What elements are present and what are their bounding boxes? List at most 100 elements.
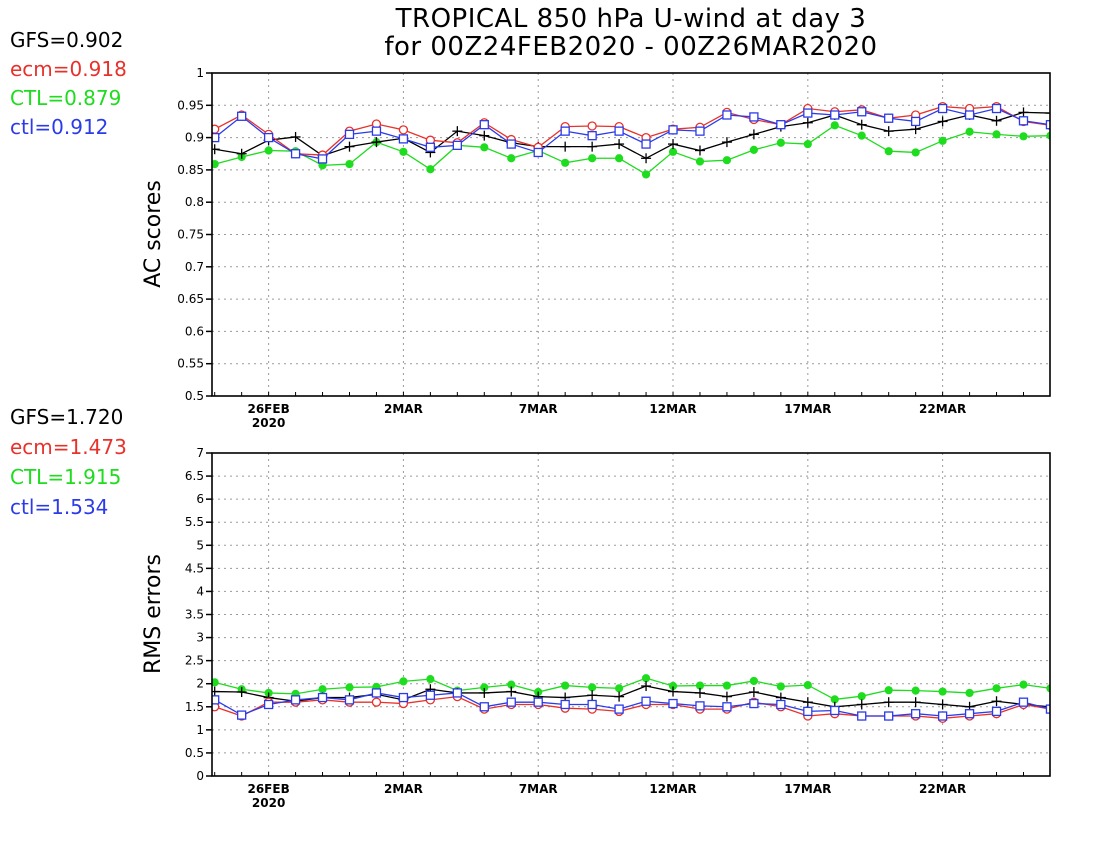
panel2-series-ctl-lower-point xyxy=(1018,697,1029,707)
panel2-series-ctl-upper-point xyxy=(426,675,435,684)
panel1-series-ctl-lower-point xyxy=(830,110,840,120)
panel2-ytick-label: 6.5 xyxy=(185,469,204,483)
panel2-series-ctl-lower-point xyxy=(479,702,489,712)
panel2-series-ctl-lower-point xyxy=(398,692,409,703)
panel1-frame xyxy=(211,72,1051,397)
panel1-series-gfs-point xyxy=(883,126,894,137)
panel2-xtick-label: 12MAR xyxy=(649,782,696,796)
panel1-series-ctl-lower-point xyxy=(587,131,597,141)
panel1-series-gfs-point xyxy=(587,141,598,152)
panel2-ytick-label: 4 xyxy=(196,584,204,598)
panel1-series-ctl-lower-point xyxy=(1045,120,1050,130)
panel1-plot: 0.5 0.55 0.6 0.65 0.7 0.75 0.8 0.85 0.9 0.95 1 26FE… xyxy=(141,66,1051,430)
panel1-series-gfs-point xyxy=(236,148,247,159)
panel2-xtick-sublabel: 2020 xyxy=(252,796,285,810)
panel2-series-gfs-point xyxy=(748,687,759,698)
panel1-series-ctl-lower-point xyxy=(263,132,274,143)
panel1-series-ctl-upper-point xyxy=(992,130,1001,139)
panel1-series-gfs-point xyxy=(452,126,463,137)
panel1-series-ctl-upper-point xyxy=(668,147,678,156)
panel2-series-gfs-point xyxy=(668,686,679,697)
panel1-series-ctl-lower-point xyxy=(398,134,409,144)
panel2-series-ctl-lower-point xyxy=(263,699,274,710)
panel2-series-ctl-lower-point xyxy=(452,688,462,698)
panel2-series-ctl-lower-point xyxy=(371,688,382,698)
panel1-series-ctl-lower-point xyxy=(344,129,355,140)
panel1-series-ctl-lower-point xyxy=(668,125,678,135)
panel1-ytick-label: 0.5 xyxy=(185,389,204,403)
panel2-series-ctl-upper-point xyxy=(318,685,327,694)
panel1-series-gfs-point xyxy=(937,116,948,127)
panel1-series-ctl-upper-point xyxy=(588,154,597,163)
panel2-series-ctl-upper-point xyxy=(992,684,1001,693)
panel2-ytick-label: 3 xyxy=(196,631,204,645)
panel1-ytick-label: 0.7 xyxy=(185,260,204,274)
panel2-series-ctl-upper-point xyxy=(722,681,732,690)
panel1-series-gfs-point xyxy=(748,129,759,140)
panel2-series-ctl-lower-point xyxy=(587,699,597,710)
panel1-series-gfs-line xyxy=(214,111,1050,160)
panel1-series-ctl-lower-point xyxy=(884,113,894,123)
panel2-series-gfs-point xyxy=(937,699,948,710)
panel2-series-gfs-point xyxy=(236,687,247,698)
panel2-ylabel: RMS errors xyxy=(141,554,166,674)
stat-ctl-upper-ac: CTL=0.879 xyxy=(10,86,122,110)
panel1-series-ctl-lower-point xyxy=(560,126,570,136)
panel1-series-ctl-lower-point xyxy=(964,110,975,120)
panel1-series-ctl-lower-point xyxy=(776,120,786,130)
panel1-series-gfs-point xyxy=(614,139,625,150)
chart-title-line-1: TROPICAL 850 hPa U-wind at day 3 xyxy=(395,4,867,34)
panel2-series-gfs-point xyxy=(856,699,867,710)
panel2-series-ctl-lower-point xyxy=(776,699,786,710)
panel2-ytick-label: 5.5 xyxy=(185,515,204,529)
panel1-series-gfs-point xyxy=(560,141,571,152)
panel1-series-ctl-upper-point xyxy=(212,159,219,169)
panel1-series-ctl-lower-point xyxy=(317,154,328,164)
panel1-series-ctl-lower-point xyxy=(1018,116,1029,126)
stat-ecm-rms: ecm=1.473 xyxy=(10,435,127,459)
panel1-ytick-label: 0.9 xyxy=(185,131,204,145)
panel1-series-ctl-lower-point xyxy=(506,139,516,149)
panel1-ytick-label: 0.55 xyxy=(177,357,204,371)
panel1-series-gfs-point xyxy=(1045,108,1050,119)
panel1-series-ctl-upper-point xyxy=(1019,132,1028,141)
panel2-series-gfs-point xyxy=(212,686,220,697)
panel1-series-ctl-lower-point xyxy=(452,140,462,151)
panel1-series-ctl-lower-point xyxy=(803,108,813,118)
panel1-series-ctl-upper-point xyxy=(938,136,947,145)
panel1-series-ctl-lower-point xyxy=(425,142,436,152)
panel2-series-ctl-lower-point xyxy=(857,711,867,721)
panel2-series-ctl-upper-point xyxy=(938,687,947,696)
panel2-ytick-label: 1 xyxy=(196,723,204,737)
panel1-series-gfs-point xyxy=(668,139,679,150)
panel1-xtick-label: 7MAR xyxy=(519,402,558,416)
panel2-series-ctl-upper-point xyxy=(749,676,758,686)
panel1-series-ctl-upper-point xyxy=(884,147,893,156)
panel2-series-ctl-upper-point xyxy=(588,683,597,692)
panel1-series-gfs-point xyxy=(212,144,220,155)
panel1-series-gfs-point xyxy=(856,119,867,130)
panel1-xtick-label: 26FEB xyxy=(247,402,289,416)
panel1-series-ctl-upper-point xyxy=(965,127,974,136)
panel1-series-ctl-lower-point xyxy=(371,126,382,136)
panel1-ytick-label: 0.6 xyxy=(185,324,204,338)
panel1-series-gfs-point xyxy=(1018,107,1029,118)
panel1-series-ctl-upper-line xyxy=(214,124,1050,176)
panel1-series-gfs-point xyxy=(991,115,1002,126)
panel2-series-gfs-point xyxy=(479,687,490,698)
panel2-series-ctl-lower-point xyxy=(317,692,328,703)
panel1-series-ctl-upper-point xyxy=(803,139,812,149)
panel2-series-ctl-lower-point xyxy=(614,704,624,714)
panel1-series-ctl-upper-point xyxy=(345,159,354,169)
panel1-series-ctl-lower-point xyxy=(911,116,921,127)
panel1-series-ctl-lower-point xyxy=(695,126,705,136)
panel2-series-gfs-point xyxy=(614,691,625,702)
panel2-series-gfs-point xyxy=(883,697,894,708)
panel1-series-ecm-point xyxy=(398,125,409,135)
panel2-ytick-label: 5 xyxy=(196,538,204,552)
panel1-series-ctl-upper-point xyxy=(399,147,408,156)
panel1-ytick-label: 0.65 xyxy=(177,292,204,306)
stat-gfs-ac: GFS=0.902 xyxy=(10,28,124,52)
panel1-series-ctl-lower-point xyxy=(614,126,624,136)
